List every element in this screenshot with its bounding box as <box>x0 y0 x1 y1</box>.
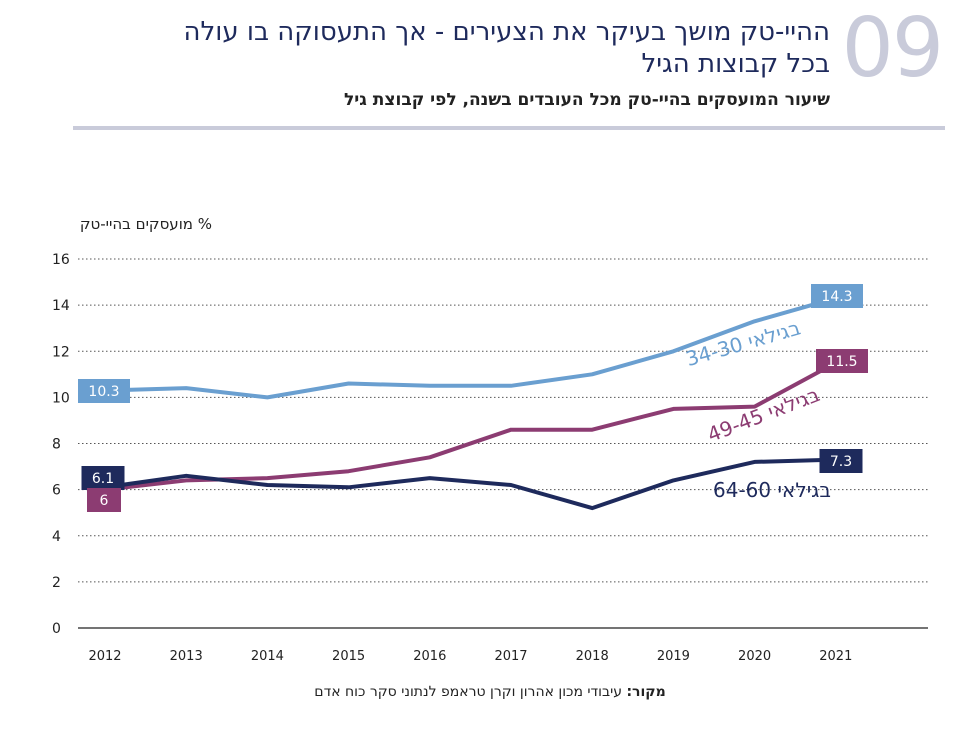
value-label-box <box>811 284 863 308</box>
value-label-box <box>87 488 121 512</box>
series-line <box>103 457 838 511</box>
x-tick-label: 2014 <box>251 649 284 664</box>
y-tick-label: 4 <box>52 529 61 545</box>
x-tick-label: 2021 <box>819 649 852 664</box>
value-label-box <box>816 349 868 373</box>
value-label-box <box>819 449 863 473</box>
series-lines <box>103 296 838 511</box>
series-line <box>103 296 838 400</box>
y-tick-label: 10 <box>52 390 70 406</box>
source-note: מקור: עיבודי מכון אהרון וקרן טראמפ לנתונ… <box>0 684 980 700</box>
value-label-box <box>78 379 130 403</box>
value-label: 7.3 <box>830 454 852 470</box>
y-tick-label: 16 <box>52 252 70 268</box>
headline-line-1: ההיי-טק מושך בעיקר את הצעירים - אך התעסו… <box>183 17 830 47</box>
x-tick-label: 2019 <box>657 649 690 664</box>
chart-subtitle: שיעור המועסקים בהיי-טק מכל העובדים בשנה,… <box>343 90 830 110</box>
value-label: 11.5 <box>826 354 857 370</box>
series-name-label: בגילאי 49-45 <box>704 382 823 447</box>
source-label: מקור: <box>626 684 666 700</box>
y-tick-label: 8 <box>52 437 61 453</box>
header-divider <box>73 126 945 130</box>
y-tick-label: 0 <box>52 621 61 637</box>
source-text: עיבודי מכון אהרון וקרן טראמפ לנתוני סקר … <box>314 684 627 700</box>
x-tick-label: 2016 <box>413 649 446 664</box>
x-axis-ticks: 2012 2013 2014 2015 2016 2017 2018 2019 2020 2021 <box>88 649 852 664</box>
y-tick-label: 12 <box>52 344 70 360</box>
x-tick-label: 2015 <box>332 649 365 664</box>
value-label-box <box>81 466 125 490</box>
headline: ההיי-טק מושך בעיקר את הצעירים - אך התעסו… <box>110 16 830 80</box>
x-tick-label: 2018 <box>576 649 609 664</box>
x-tick-label: 2017 <box>494 649 527 664</box>
y-tick-label: 14 <box>52 298 70 314</box>
y-axis-label: % מועסקים בהיי-טק <box>80 215 212 233</box>
x-tick-label: 2012 <box>88 649 121 664</box>
value-label: 10.3 <box>88 384 119 400</box>
headline-line-2: בכל קבוצות הגיל <box>641 49 830 79</box>
gridlines <box>78 258 928 629</box>
x-tick-label: 2013 <box>170 649 203 664</box>
series-name-label: בגילאי 64-60 <box>713 478 831 502</box>
value-labels: 10.3 14.3 11.5 7.3 6.1 6 <box>78 284 868 512</box>
y-tick-label: 2 <box>52 575 61 591</box>
y-tick-label: 6 <box>52 483 61 499</box>
x-tick-label: 2020 <box>738 649 771 664</box>
value-label: 6.1 <box>92 471 114 487</box>
value-label: 14.3 <box>821 289 852 305</box>
chart-number: 09 <box>841 1 944 96</box>
y-axis-ticks: 0 2 4 6 8 10 12 14 16 <box>52 252 70 637</box>
value-label: 6 <box>100 493 109 509</box>
